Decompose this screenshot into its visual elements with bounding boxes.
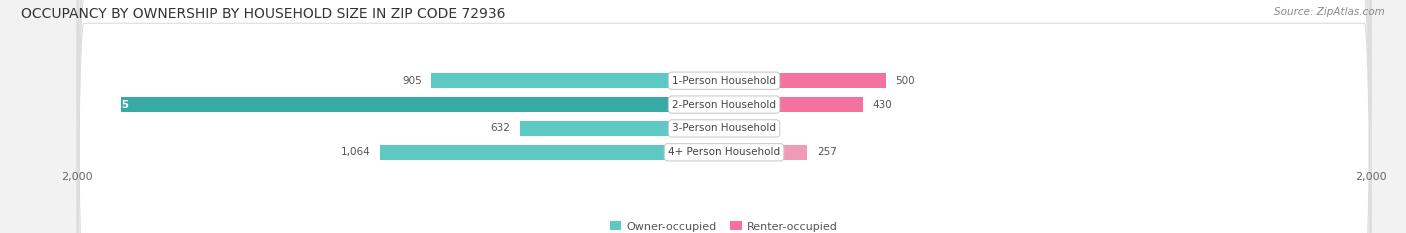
FancyBboxPatch shape (77, 0, 1371, 233)
Text: 905: 905 (402, 76, 422, 86)
Text: 257: 257 (817, 147, 837, 157)
Text: 3-Person Household: 3-Person Household (672, 123, 776, 134)
Bar (724, 121, 756, 136)
Text: 99: 99 (766, 123, 779, 134)
Text: Source: ZipAtlas.com: Source: ZipAtlas.com (1274, 7, 1385, 17)
FancyBboxPatch shape (77, 0, 1371, 233)
FancyBboxPatch shape (77, 0, 1371, 233)
Bar (724, 73, 886, 88)
Text: 4+ Person Household: 4+ Person Household (668, 147, 780, 157)
Legend: Owner-occupied, Renter-occupied: Owner-occupied, Renter-occupied (606, 217, 842, 233)
Text: 1-Person Household: 1-Person Household (672, 76, 776, 86)
Bar (121, 97, 724, 112)
Text: 500: 500 (896, 76, 915, 86)
Text: 1,064: 1,064 (340, 147, 370, 157)
Text: 632: 632 (491, 123, 510, 134)
Text: 2-Person Household: 2-Person Household (672, 99, 776, 110)
Text: 430: 430 (873, 99, 893, 110)
Text: 1,865: 1,865 (97, 99, 129, 110)
Bar (724, 97, 863, 112)
Bar (520, 121, 724, 136)
Bar (432, 73, 724, 88)
Text: OCCUPANCY BY OWNERSHIP BY HOUSEHOLD SIZE IN ZIP CODE 72936: OCCUPANCY BY OWNERSHIP BY HOUSEHOLD SIZE… (21, 7, 506, 21)
Bar (724, 145, 807, 160)
Bar (380, 145, 724, 160)
FancyBboxPatch shape (77, 0, 1371, 233)
